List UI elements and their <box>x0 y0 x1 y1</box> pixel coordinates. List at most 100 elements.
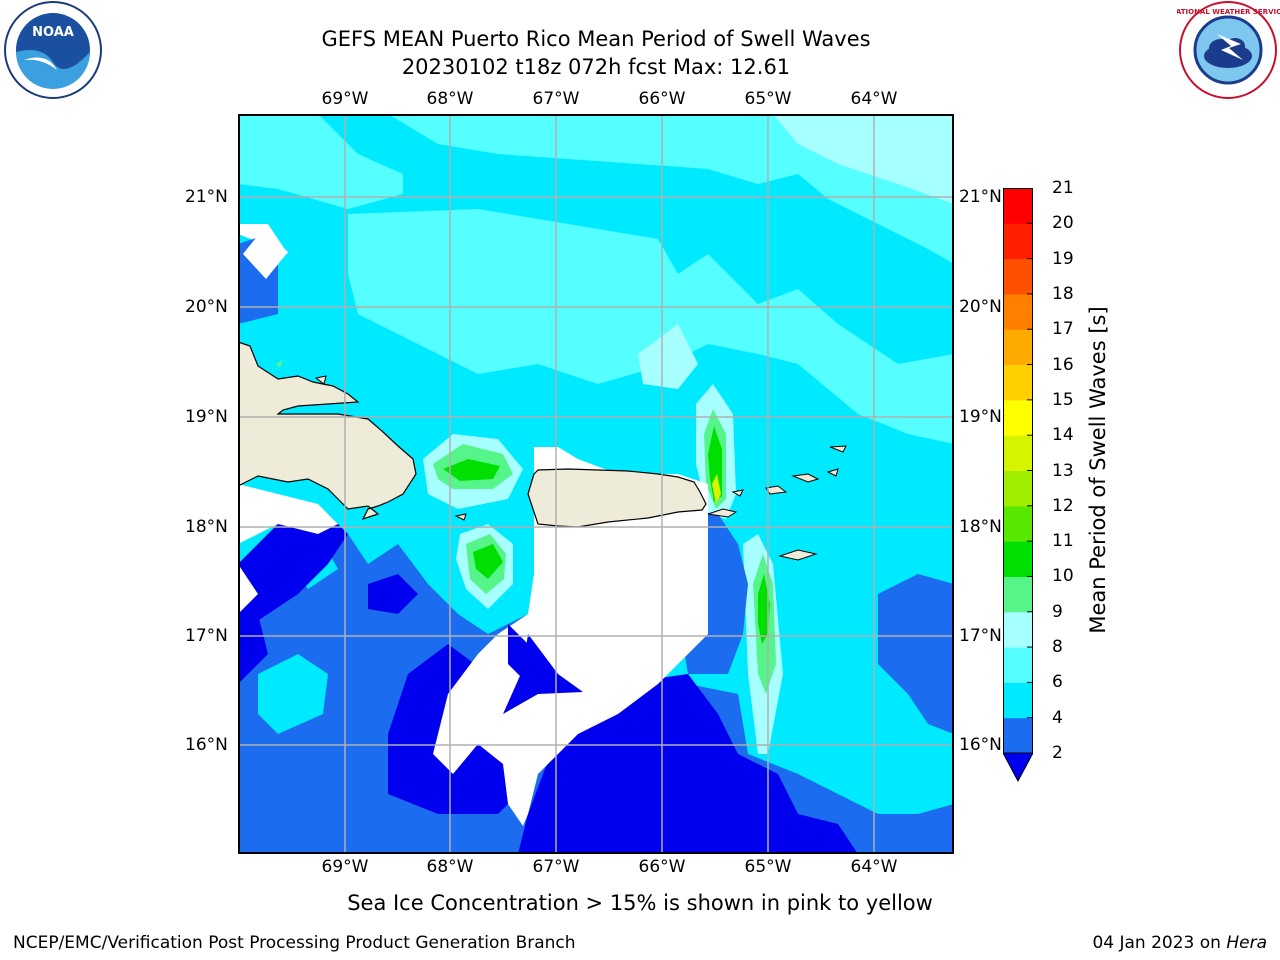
colorbar-tick-label: 12 <box>1052 495 1074 516</box>
noaa-logo-text: NOAA <box>32 25 74 40</box>
island <box>778 549 818 561</box>
lon-label-bottom: 64°W <box>850 857 898 877</box>
graticule <box>238 114 954 854</box>
contour-10-11 <box>276 360 283 368</box>
contour-lt2 <box>238 614 268 684</box>
colorbar-tick-label: 13 <box>1052 460 1074 481</box>
colorbar-tick-label: 2 <box>1052 743 1063 763</box>
colorbar-segment <box>1003 188 1033 224</box>
colorbar <box>1003 188 1033 783</box>
contour-lt2 <box>368 574 418 614</box>
lon-label-bottom: 67°W <box>532 857 580 877</box>
footer-host: Hera <box>1226 933 1267 953</box>
contour-8-9 <box>388 114 954 264</box>
lon-label-top: 64°W <box>850 89 898 109</box>
footer-note: Sea Ice Concentration > 15% is shown in … <box>347 891 933 915</box>
island <box>826 468 839 477</box>
lon-label-bottom: 68°W <box>426 857 474 877</box>
colorbar-segment <box>1003 470 1033 507</box>
lat-label-left: 21°N <box>185 187 228 207</box>
colorbar-segment <box>1003 258 1033 295</box>
colorbar-segment <box>1003 611 1033 648</box>
lon-label-top: 69°W <box>321 89 369 109</box>
lon-label-top: 68°W <box>426 89 474 109</box>
colorbar-tick-label: 21 <box>1052 178 1074 198</box>
colorbar-tick-label: 11 <box>1052 531 1074 552</box>
island <box>707 508 738 518</box>
hispaniola-land <box>238 341 417 521</box>
colorbar-label: Mean Period of Swell Waves [s] <box>1086 306 1110 634</box>
colorbar-tick-label: 4 <box>1052 707 1063 728</box>
colorbar-tick-label: 8 <box>1052 637 1063 658</box>
lat-label-left: 20°N <box>185 297 228 317</box>
lon-label-top: 65°W <box>744 89 792 109</box>
contour-9-10 <box>638 324 698 389</box>
colorbar-segment <box>1003 576 1033 613</box>
contour-4-6 <box>258 654 328 734</box>
contour-11-12 <box>758 574 770 644</box>
contour-11-12 <box>473 544 503 579</box>
colorbar-tick-label: 17 <box>1052 319 1074 340</box>
contour-8-9 <box>348 209 954 444</box>
chart-subtitle: 20230102 t18z 072h fcst Max: 12.61 <box>401 55 791 79</box>
colorbar-segment <box>1003 435 1033 471</box>
contour-lt2 <box>503 634 583 714</box>
colorbar-segment <box>1003 223 1033 260</box>
colorbar-tick-label: 19 <box>1052 248 1074 269</box>
colorbar-tick-label: 9 <box>1052 601 1063 622</box>
colorbar-tick-label: 10 <box>1052 566 1074 587</box>
lon-label-bottom: 69°W <box>321 857 369 877</box>
map-panel <box>238 114 954 854</box>
colorbar-tick-label: 18 <box>1052 283 1074 304</box>
chart-title: GEFS MEAN Puerto Rico Mean Period of Swe… <box>321 27 871 51</box>
footer-date: 04 Jan 2023 on Hera <box>1092 933 1267 953</box>
colorbar-segment <box>1003 717 1033 754</box>
island <box>454 513 467 521</box>
colorbar-segment <box>1003 399 1033 436</box>
lat-label-right: 17°N <box>959 626 1002 646</box>
nws-logo: NATIONAL WEATHER SERVICE <box>1177 1 1280 99</box>
colorbar-tick-label: 6 <box>1052 672 1063 693</box>
colorbar-tick-label: 20 <box>1052 213 1074 234</box>
contour-9-10 <box>773 114 954 204</box>
island <box>731 489 744 497</box>
lat-label-right: 20°N <box>959 297 1002 317</box>
colorbar-tick-label: 15 <box>1052 389 1074 410</box>
colorbar-segment <box>1003 329 1033 366</box>
map-frame <box>238 114 954 854</box>
colorbar-segment <box>1003 293 1033 330</box>
lat-label-left: 19°N <box>185 407 228 427</box>
colorbar-segment <box>1003 647 1033 683</box>
no-data-area <box>238 484 338 544</box>
island <box>829 445 847 453</box>
lat-label-right: 16°N <box>959 735 1002 755</box>
contour-11-12 <box>443 459 500 481</box>
colorbar-tick-label: 14 <box>1052 425 1074 446</box>
lat-label-right: 19°N <box>959 407 1002 427</box>
colorbar-extend-min <box>1003 752 1033 783</box>
lat-label-right: 21°N <box>959 187 1002 207</box>
lon-label-top: 67°W <box>532 89 580 109</box>
lon-label-top: 66°W <box>638 89 686 109</box>
lat-label-right: 18°N <box>959 517 1002 537</box>
no-data-area <box>238 564 258 614</box>
colorbar-segment <box>1003 682 1033 719</box>
contour-lt2 <box>238 504 348 634</box>
footer-credit: NCEP/EMC/Verification Post Processing Pr… <box>13 933 576 953</box>
footer-date-text: 04 Jan 2023 on <box>1092 933 1227 953</box>
colorbar-segment <box>1003 505 1033 542</box>
island <box>791 473 820 483</box>
lon-label-bottom: 65°W <box>744 857 792 877</box>
no-data-area <box>243 229 288 279</box>
colorbar-segment <box>1003 541 1033 577</box>
contour-14-15 <box>712 474 721 504</box>
colorbar-tick-label: 16 <box>1052 354 1074 375</box>
noaa-logo: NOAA <box>4 1 102 99</box>
lat-label-left: 18°N <box>185 517 228 537</box>
colorbar-segment <box>1003 364 1033 401</box>
lon-label-bottom: 66°W <box>638 857 686 877</box>
lat-label-left: 17°N <box>185 626 228 646</box>
contour-2-4 <box>878 574 954 734</box>
nws-logo-text: NATIONAL WEATHER SERVICE <box>1177 8 1280 16</box>
island <box>314 375 327 385</box>
